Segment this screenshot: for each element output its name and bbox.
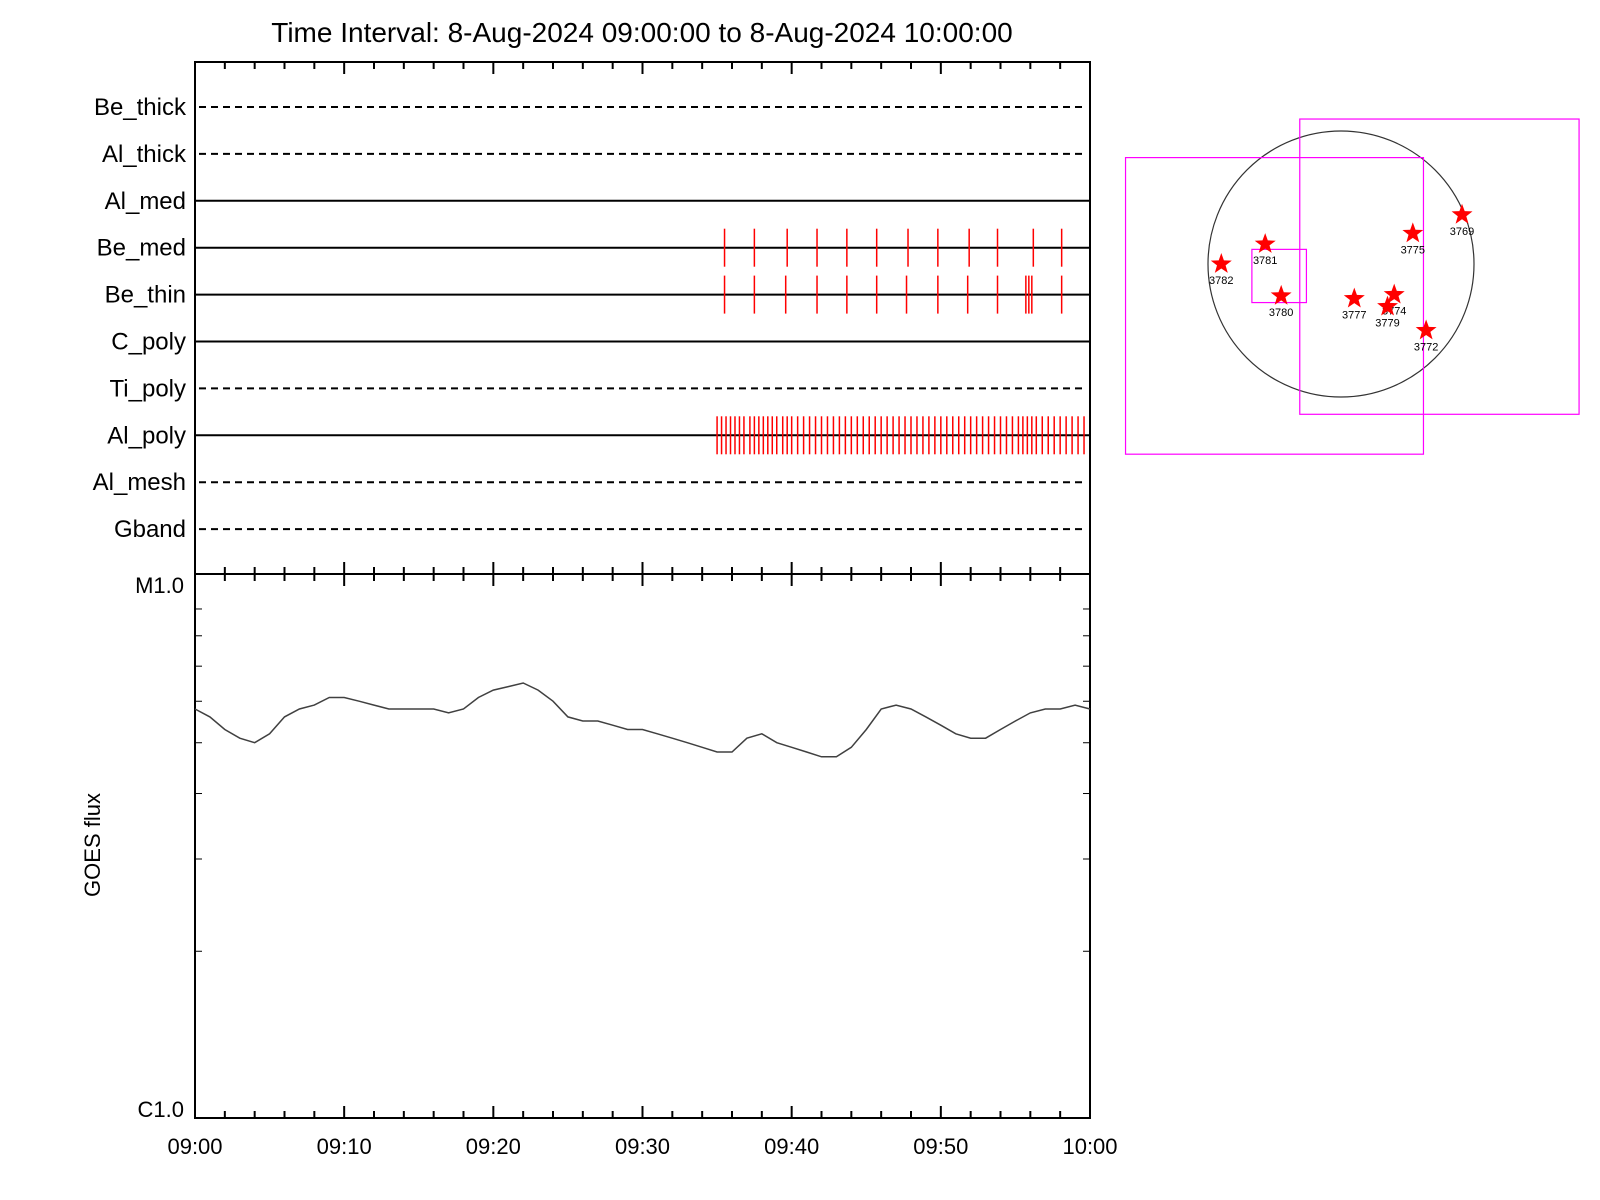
active-region-label: 3769	[1450, 226, 1474, 238]
row-label-Al_mesh: Al_mesh	[93, 469, 186, 496]
x-tick-label: 09:30	[615, 1134, 670, 1159]
goes-frame	[194, 573, 1091, 1119]
active-region-label: 3779	[1375, 318, 1399, 330]
goes-flux-line	[194, 682, 1091, 758]
fov-box	[1299, 118, 1580, 415]
row-label-Al_poly: Al_poly	[107, 422, 186, 449]
row-label-Be_thick: Be_thick	[94, 94, 187, 121]
solar-limb	[1207, 130, 1475, 398]
x-tick-label: 09:50	[913, 1134, 968, 1159]
timeline-frame	[194, 61, 1091, 575]
active-region-star	[1402, 222, 1424, 243]
row-label-Gband: Gband	[114, 516, 186, 543]
y-tick-label: C1.0	[138, 1097, 184, 1122]
row-label-Be_thin: Be_thin	[105, 282, 186, 309]
active-region-label: 3782	[1209, 275, 1233, 287]
y-axis-label: GOES flux	[80, 793, 105, 897]
active-region-star	[1415, 319, 1437, 340]
active-region-label: 3772	[1414, 342, 1438, 354]
x-tick-label: 10:00	[1062, 1134, 1117, 1159]
active-region-label: 3780	[1269, 307, 1293, 319]
active-region-star	[1254, 233, 1276, 253]
x-tick-label: 09:10	[317, 1134, 372, 1159]
instrument-timeline: Be_thick Al_thick Al_med Be_med Be_thin C_pol…	[93, 61, 1091, 575]
x-tick-label: 09:40	[764, 1134, 819, 1159]
row-label-Ti_poly: Ti_poly	[110, 375, 186, 402]
goes-flux-plot: M1.0 C1.0 GOES flux 09:00 09:10 09:20 09:30 09:…	[80, 573, 1118, 1159]
fov-box	[1124, 157, 1425, 455]
fov-box	[1251, 248, 1308, 304]
x-tick-label: 09:20	[466, 1134, 521, 1159]
active-region-star	[1451, 203, 1473, 224]
y-tick-label: M1.0	[135, 573, 184, 598]
active-region-star	[1210, 253, 1232, 273]
active-region-star	[1270, 284, 1292, 305]
row-label-Be_med: Be_med	[97, 235, 186, 262]
x-tick-label: 09:00	[167, 1134, 222, 1159]
active-region-label: 3781	[1253, 255, 1277, 267]
row-label-C_poly: C_poly	[111, 329, 186, 356]
active-region-star	[1343, 287, 1365, 308]
active-region-star	[1377, 295, 1398, 316]
row-label-Al_med: Al_med	[105, 188, 186, 215]
active-region-star	[1383, 283, 1405, 304]
active-region-label: 3775	[1401, 244, 1425, 256]
row-label-Al_thick: Al_thick	[102, 141, 187, 168]
chart-title: Time Interval: 8-Aug-2024 09:00:00 to 8-…	[271, 17, 1012, 48]
active-region-label: 3777	[1342, 310, 1366, 322]
